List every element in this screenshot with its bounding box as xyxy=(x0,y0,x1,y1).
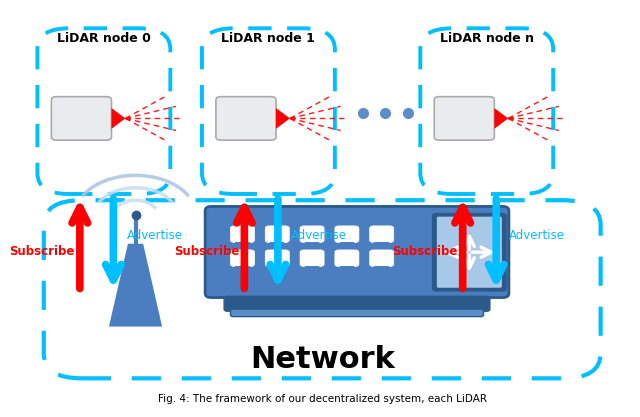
FancyBboxPatch shape xyxy=(51,97,111,140)
Polygon shape xyxy=(111,108,125,129)
Polygon shape xyxy=(109,244,162,327)
Text: LiDAR node 0: LiDAR node 0 xyxy=(57,33,151,45)
FancyBboxPatch shape xyxy=(270,241,285,246)
Text: LiDAR node 1: LiDAR node 1 xyxy=(221,33,316,45)
FancyBboxPatch shape xyxy=(305,266,319,270)
FancyBboxPatch shape xyxy=(335,250,359,266)
FancyBboxPatch shape xyxy=(374,241,389,246)
Text: Advertise: Advertise xyxy=(127,229,182,242)
Text: Advertise: Advertise xyxy=(291,229,347,242)
FancyBboxPatch shape xyxy=(300,226,324,242)
FancyBboxPatch shape xyxy=(205,206,509,298)
FancyBboxPatch shape xyxy=(265,250,289,266)
FancyBboxPatch shape xyxy=(433,214,506,291)
FancyBboxPatch shape xyxy=(236,241,250,246)
FancyBboxPatch shape xyxy=(305,241,319,246)
Text: Network: Network xyxy=(250,345,395,374)
Polygon shape xyxy=(494,108,508,129)
Polygon shape xyxy=(276,108,290,129)
FancyBboxPatch shape xyxy=(230,250,255,266)
FancyBboxPatch shape xyxy=(224,296,490,311)
FancyBboxPatch shape xyxy=(236,266,250,270)
Text: Subscribe: Subscribe xyxy=(173,246,239,259)
FancyBboxPatch shape xyxy=(216,97,276,140)
FancyBboxPatch shape xyxy=(374,266,389,270)
Text: Subscribe: Subscribe xyxy=(9,246,75,259)
FancyBboxPatch shape xyxy=(265,226,289,242)
FancyBboxPatch shape xyxy=(436,216,502,289)
FancyBboxPatch shape xyxy=(335,226,359,242)
Text: Subscribe: Subscribe xyxy=(392,246,458,259)
Text: Fig. 4: The framework of our decentralized system, each LiDAR: Fig. 4: The framework of our decentraliz… xyxy=(157,394,486,404)
FancyBboxPatch shape xyxy=(370,250,394,266)
Text: Advertise: Advertise xyxy=(509,229,565,242)
FancyBboxPatch shape xyxy=(340,266,354,270)
FancyBboxPatch shape xyxy=(230,309,484,317)
FancyBboxPatch shape xyxy=(270,266,285,270)
FancyBboxPatch shape xyxy=(340,241,354,246)
FancyBboxPatch shape xyxy=(230,226,255,242)
FancyBboxPatch shape xyxy=(434,97,494,140)
FancyBboxPatch shape xyxy=(370,226,394,242)
Text: LiDAR node n: LiDAR node n xyxy=(440,33,534,45)
FancyBboxPatch shape xyxy=(300,250,324,266)
